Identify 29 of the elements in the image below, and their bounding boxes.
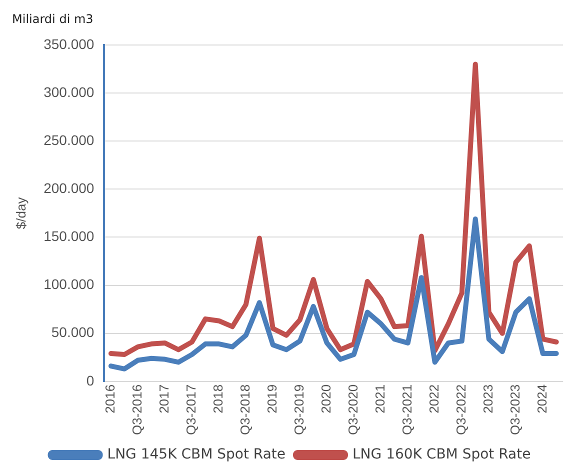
y-tick-label: 350.000 <box>44 36 94 52</box>
x-tick-label: Q3-2021 <box>399 384 414 436</box>
x-tick-label: 2021 <box>372 384 388 414</box>
legend-label: LNG 145K CBM Spot Rate <box>107 446 286 463</box>
x-tick-label: 2017 <box>156 384 172 414</box>
y-tick-label: 50.000 <box>51 324 94 340</box>
y-tick-label: 250.000 <box>44 132 94 148</box>
y-tick-label: 300.000 <box>44 84 94 100</box>
x-tick-label: 2020 <box>318 384 334 414</box>
x-tick-label: Q3-2023 <box>507 384 522 436</box>
y-tick-label: 100.000 <box>44 276 94 292</box>
x-tick-label: 2018 <box>210 384 226 414</box>
legend-label: LNG 160K CBM Spot Rate <box>352 446 531 463</box>
x-tick-label: Q3-2017 <box>184 384 199 436</box>
chart-title: Miliardi di m3 <box>12 12 94 26</box>
x-tick-label: Q3-2022 <box>453 384 468 436</box>
y-axis-title: $/day <box>13 196 28 230</box>
x-tick-label: Q3-2020 <box>345 384 360 436</box>
y-tick-label: 0 <box>86 372 94 388</box>
x-tick-label: 2019 <box>264 384 280 414</box>
x-tick-label: 2023 <box>480 384 496 414</box>
y-tick-label: 150.000 <box>44 228 94 244</box>
x-tick-label: 2022 <box>426 384 442 414</box>
x-tick-label: Q3-2016 <box>130 384 145 436</box>
y-tick-label: 200.000 <box>44 180 94 196</box>
x-tick-label: 2016 <box>102 384 118 414</box>
x-tick-label: Q3-2019 <box>291 384 306 436</box>
x-tick-label: 2024 <box>534 384 550 414</box>
x-tick-label: Q3-2018 <box>238 384 252 436</box>
